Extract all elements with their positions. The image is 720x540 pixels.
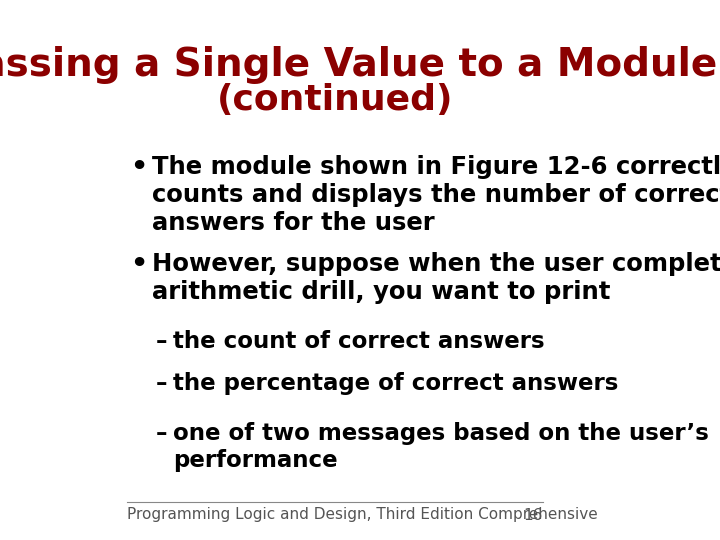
- Text: The module shown in Figure 12-6 correctly
counts and displays the number of corr: The module shown in Figure 12-6 correctl…: [152, 155, 720, 234]
- Text: –: –: [156, 422, 167, 445]
- Text: –: –: [156, 372, 167, 395]
- Text: 16: 16: [523, 508, 543, 523]
- Text: •: •: [130, 155, 148, 181]
- Text: (continued): (continued): [217, 83, 453, 117]
- Text: Programming Logic and Design, Third Edition Comprehensive: Programming Logic and Design, Third Edit…: [127, 508, 598, 523]
- Text: one of two messages based on the user’s
performance: one of two messages based on the user’s …: [173, 422, 708, 471]
- Text: Passing a Single Value to a Module: Passing a Single Value to a Module: [0, 46, 717, 84]
- Text: However, suppose when the user completes the
arithmetic drill, you want to print: However, suppose when the user completes…: [152, 252, 720, 304]
- Text: –: –: [156, 330, 167, 353]
- Text: the percentage of correct answers: the percentage of correct answers: [173, 372, 618, 395]
- Text: •: •: [130, 252, 148, 278]
- Text: the count of correct answers: the count of correct answers: [173, 330, 544, 353]
